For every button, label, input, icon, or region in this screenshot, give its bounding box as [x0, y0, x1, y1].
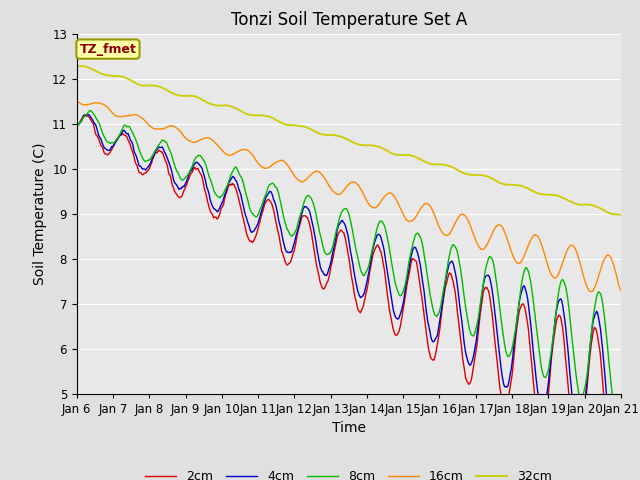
8cm	[223, 183, 231, 189]
Text: TZ_fmet: TZ_fmet	[79, 43, 136, 56]
32cm	[74, 63, 81, 69]
32cm	[616, 212, 624, 217]
32cm	[431, 161, 439, 167]
2cm	[223, 187, 231, 192]
16cm	[194, 138, 202, 144]
Line: 4cm: 4cm	[77, 115, 621, 459]
8cm	[86, 108, 94, 113]
2cm	[195, 167, 202, 173]
Y-axis label: Soil Temperature (C): Soil Temperature (C)	[33, 143, 47, 285]
4cm	[223, 184, 231, 190]
X-axis label: Time: Time	[332, 421, 366, 435]
2cm	[416, 279, 424, 285]
Line: 16cm: 16cm	[77, 102, 621, 291]
2cm	[84, 113, 92, 119]
32cm	[195, 95, 202, 101]
16cm	[431, 213, 438, 218]
4cm	[416, 259, 424, 264]
4cm	[611, 456, 619, 462]
8cm	[73, 124, 81, 130]
8cm	[416, 233, 424, 239]
8cm	[613, 416, 621, 422]
16cm	[223, 152, 230, 157]
32cm	[84, 64, 92, 70]
16cm	[588, 288, 595, 294]
16cm	[83, 102, 90, 108]
4cm	[431, 336, 439, 342]
8cm	[83, 112, 90, 118]
4cm	[73, 122, 81, 128]
2cm	[431, 352, 439, 358]
Title: Tonzi Soil Temperature Set A: Tonzi Soil Temperature Set A	[230, 11, 467, 29]
4cm	[617, 426, 625, 432]
4cm	[84, 112, 92, 118]
4cm	[83, 112, 90, 118]
16cm	[139, 116, 147, 121]
4cm	[140, 166, 147, 172]
2cm	[81, 113, 88, 119]
32cm	[416, 156, 424, 162]
Line: 32cm: 32cm	[77, 66, 621, 215]
32cm	[223, 103, 231, 108]
2cm	[73, 123, 81, 129]
16cm	[617, 288, 625, 293]
2cm	[617, 436, 625, 442]
2cm	[140, 171, 147, 177]
16cm	[73, 99, 81, 105]
8cm	[617, 408, 625, 414]
Line: 8cm: 8cm	[77, 110, 621, 419]
32cm	[140, 83, 147, 88]
8cm	[431, 312, 439, 318]
8cm	[140, 156, 147, 162]
32cm	[617, 212, 625, 217]
Line: 2cm: 2cm	[77, 116, 621, 480]
32cm	[73, 63, 81, 69]
Legend: 2cm, 4cm, 8cm, 16cm, 32cm: 2cm, 4cm, 8cm, 16cm, 32cm	[140, 465, 557, 480]
4cm	[195, 161, 202, 167]
8cm	[195, 153, 202, 158]
16cm	[415, 209, 422, 215]
